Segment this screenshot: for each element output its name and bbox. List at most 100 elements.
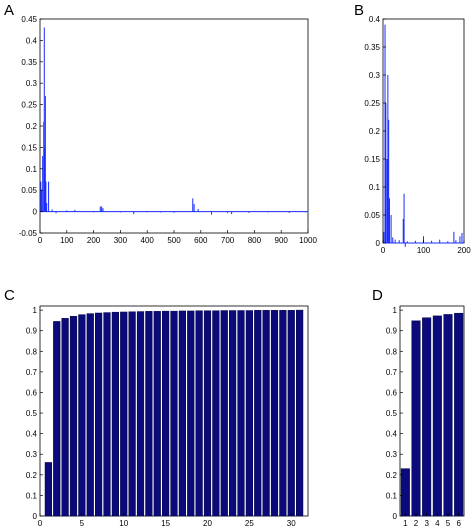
y-tick-label: 0.7 <box>386 368 398 377</box>
bar <box>128 311 136 517</box>
y-tick-label: 0.3 <box>26 79 38 88</box>
y-tick-label: 0.5 <box>386 409 398 418</box>
y-tick-label: 0 <box>33 512 38 521</box>
bar <box>454 312 464 517</box>
bar <box>237 310 245 517</box>
bar <box>229 310 237 517</box>
bar <box>69 316 78 517</box>
x-tick-label: 700 <box>221 236 235 245</box>
y-tick-label: 0.9 <box>26 327 38 336</box>
x-tick-label: 15 <box>161 519 170 528</box>
bar <box>103 312 111 517</box>
chart-panel-b: 0 0.05 0.1 0.15 0.2 0.25 0.3 0.35 0.4 0 100 200 <box>364 15 471 255</box>
x-tick-label: 5 <box>446 519 451 528</box>
y-tick-label: 0 <box>393 512 398 521</box>
bar <box>287 310 295 517</box>
y-tick-label: 0.4 <box>26 430 38 439</box>
x-tick-label: 100 <box>417 246 431 255</box>
y-tick-label: 0.35 <box>21 58 37 67</box>
y-tick-label: 0.1 <box>26 491 38 500</box>
bar <box>78 314 86 517</box>
bar <box>195 310 203 517</box>
bar <box>254 310 262 517</box>
x-tick-label: 0 <box>38 519 43 528</box>
y-tick-label: 0.15 <box>21 143 37 152</box>
panel-label-d: D <box>372 287 383 304</box>
y-tick-label: 0.1 <box>369 183 381 192</box>
panel-label-a: A <box>4 2 14 19</box>
x-tick-label: 20 <box>203 519 212 528</box>
panel-label-c: C <box>4 287 15 304</box>
bar <box>245 310 253 517</box>
bar <box>61 318 69 517</box>
y-tick-label: 0.6 <box>26 388 38 397</box>
x-tick-label: 5 <box>80 519 85 528</box>
bar <box>296 309 304 517</box>
plot-area <box>39 18 309 234</box>
x-tick-label: 800 <box>248 236 262 245</box>
y-tick-label: 1 <box>33 306 38 315</box>
x-tick-label: 200 <box>457 246 471 255</box>
x-tick-label: 1 <box>403 519 408 528</box>
x-tick-label: 500 <box>167 236 181 245</box>
panel-label-b: B <box>354 2 364 19</box>
y-tick-label: 0.1 <box>386 491 398 500</box>
y-tick-label: 0.25 <box>364 99 380 108</box>
y-tick-label: -0.05 <box>19 229 38 238</box>
x-tick-label: 25 <box>245 519 254 528</box>
bar <box>220 310 228 517</box>
x-tick-label: 6 <box>456 519 461 528</box>
y-tick-label: 0.8 <box>26 347 38 356</box>
bar <box>170 310 178 517</box>
x-tick-label: 300 <box>114 236 128 245</box>
x-tick-label: 10 <box>119 519 128 528</box>
x-tick-label: 4 <box>435 519 440 528</box>
y-tick-label: 0.5 <box>26 409 38 418</box>
bar <box>400 468 410 517</box>
bar <box>422 317 432 517</box>
x-tick-label: 100 <box>60 236 74 245</box>
y-tick-label: 0.2 <box>26 122 38 131</box>
y-tick-label: 0.7 <box>26 368 38 377</box>
y-tick-label: 0.3 <box>386 450 398 459</box>
y-tick-label: 0.8 <box>386 347 398 356</box>
plot-area <box>399 305 465 517</box>
y-tick-label: 0.4 <box>26 36 38 45</box>
bar <box>95 312 103 517</box>
x-tick-label: 0 <box>38 236 43 245</box>
bar <box>120 311 128 517</box>
bar <box>212 310 220 517</box>
y-tick-label: 0.25 <box>21 101 37 110</box>
bar <box>279 310 287 517</box>
bar <box>44 462 52 517</box>
bar <box>136 311 145 517</box>
x-tick-label: 30 <box>287 519 296 528</box>
chart-panel-d: 00.10.20.30.40.50.60.70.80.911 2 3 4 5 6 <box>386 305 465 528</box>
y-tick-label: 0.3 <box>369 71 381 80</box>
y-tick-label: 0.4 <box>369 15 381 24</box>
bar <box>262 310 270 517</box>
x-tick-label: 3 <box>424 519 429 528</box>
y-tick-label: 0.2 <box>369 127 381 136</box>
x-tick-label: 1000 <box>299 236 317 245</box>
y-tick-label: 0.4 <box>386 430 398 439</box>
y-tick-label: 1 <box>393 306 398 315</box>
y-tick-label: 0.35 <box>364 43 380 52</box>
y-tick-label: 0.2 <box>386 471 398 480</box>
bar <box>86 313 94 517</box>
y-tick-label: 0 <box>376 239 381 248</box>
chart-panel-c: 00.10.20.30.40.50.60.70.80.910 5 10 15 20 25 3… <box>26 305 309 528</box>
bar <box>162 310 170 517</box>
bar <box>111 311 119 517</box>
bar <box>53 321 61 517</box>
x-tick-label: 600 <box>194 236 208 245</box>
y-tick-label: 0.3 <box>26 450 38 459</box>
bar <box>411 320 421 517</box>
y-tick-label: 0.2 <box>26 471 38 480</box>
bar <box>153 311 161 517</box>
bar <box>187 310 195 517</box>
y-tick-label: 0.9 <box>386 327 398 336</box>
x-tick-label: 900 <box>275 236 289 245</box>
